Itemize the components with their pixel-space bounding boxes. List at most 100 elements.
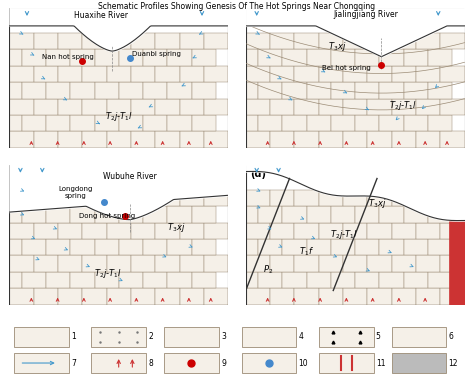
Bar bbox=[155, 288, 180, 305]
Bar bbox=[143, 206, 167, 223]
Bar bbox=[319, 353, 374, 373]
Text: (c): (c) bbox=[14, 169, 28, 179]
Bar bbox=[428, 206, 452, 223]
Bar bbox=[155, 223, 180, 239]
Bar bbox=[404, 239, 428, 255]
Bar bbox=[131, 33, 155, 49]
Bar bbox=[246, 223, 270, 239]
Bar bbox=[204, 33, 228, 49]
Bar bbox=[367, 66, 392, 82]
Bar bbox=[258, 115, 282, 131]
Bar bbox=[94, 82, 119, 99]
Bar bbox=[107, 288, 131, 305]
Bar bbox=[234, 239, 258, 255]
Bar bbox=[82, 99, 107, 115]
Bar bbox=[319, 327, 374, 346]
Bar bbox=[34, 33, 58, 49]
Text: Huaxihe River: Huaxihe River bbox=[74, 11, 128, 20]
Bar bbox=[107, 66, 131, 82]
Bar bbox=[355, 49, 380, 66]
Bar bbox=[155, 66, 180, 82]
Bar bbox=[9, 99, 34, 115]
Bar bbox=[58, 66, 82, 82]
Text: $T_2j$-$T_1l$: $T_2j$-$T_1l$ bbox=[105, 110, 133, 124]
Bar bbox=[46, 82, 70, 99]
Text: Nan hot spring: Nan hot spring bbox=[42, 54, 94, 60]
Bar bbox=[428, 239, 452, 255]
Bar bbox=[204, 190, 228, 206]
Bar bbox=[331, 115, 355, 131]
Bar bbox=[70, 115, 94, 131]
Text: Longdong
spring: Longdong spring bbox=[58, 186, 92, 199]
Bar bbox=[180, 255, 204, 272]
Bar bbox=[34, 131, 58, 148]
Bar bbox=[46, 49, 70, 66]
Bar bbox=[294, 255, 319, 272]
Bar bbox=[82, 223, 107, 239]
Text: 5: 5 bbox=[376, 332, 381, 341]
Bar bbox=[294, 33, 319, 49]
Bar bbox=[270, 223, 294, 239]
Bar bbox=[58, 255, 82, 272]
Bar bbox=[82, 190, 107, 206]
Bar bbox=[428, 272, 452, 288]
Text: $T_3$xj: $T_3$xj bbox=[328, 40, 347, 54]
Text: 2: 2 bbox=[148, 332, 153, 341]
Bar bbox=[94, 272, 119, 288]
Bar bbox=[307, 206, 331, 223]
Bar bbox=[94, 49, 119, 66]
Bar bbox=[246, 190, 270, 206]
Bar bbox=[167, 206, 192, 223]
Bar bbox=[119, 49, 143, 66]
Bar bbox=[380, 239, 404, 255]
Bar bbox=[355, 82, 380, 99]
Text: (a): (a) bbox=[14, 12, 29, 22]
Bar bbox=[367, 288, 392, 305]
Bar bbox=[449, 186, 465, 305]
Bar bbox=[246, 288, 270, 305]
Bar bbox=[70, 272, 94, 288]
Bar bbox=[167, 115, 192, 131]
Bar bbox=[307, 82, 331, 99]
Bar bbox=[34, 255, 58, 272]
Text: 9: 9 bbox=[221, 358, 226, 368]
Bar bbox=[270, 66, 294, 82]
Bar bbox=[392, 33, 416, 49]
Bar bbox=[107, 223, 131, 239]
Bar bbox=[167, 239, 192, 255]
Bar bbox=[22, 206, 46, 223]
Bar bbox=[355, 115, 380, 131]
Bar bbox=[167, 49, 192, 66]
Bar bbox=[380, 272, 404, 288]
Bar bbox=[234, 115, 258, 131]
Bar bbox=[392, 288, 416, 305]
Bar bbox=[46, 206, 70, 223]
Bar bbox=[204, 223, 228, 239]
Bar bbox=[416, 33, 440, 49]
Bar bbox=[155, 99, 180, 115]
Text: $T_2j$-$T_1l$: $T_2j$-$T_1l$ bbox=[330, 228, 358, 241]
Text: Schematic Profiles Showing Genesis Of The Hot Springs Near Chongqing: Schematic Profiles Showing Genesis Of Th… bbox=[99, 2, 375, 11]
Bar bbox=[270, 33, 294, 49]
Bar bbox=[367, 131, 392, 148]
Bar bbox=[9, 33, 34, 49]
Bar bbox=[294, 66, 319, 82]
Text: NNE: NNE bbox=[211, 12, 226, 18]
Bar bbox=[0, 272, 22, 288]
Bar bbox=[319, 33, 343, 49]
Bar bbox=[428, 115, 452, 131]
Text: 3: 3 bbox=[221, 332, 226, 341]
Bar bbox=[107, 33, 131, 49]
Bar bbox=[392, 255, 416, 272]
Text: Bei hot spring: Bei hot spring bbox=[322, 65, 371, 71]
Bar bbox=[270, 99, 294, 115]
Bar bbox=[234, 49, 258, 66]
Bar bbox=[119, 239, 143, 255]
Bar bbox=[416, 255, 440, 272]
Bar bbox=[258, 206, 282, 223]
Bar bbox=[234, 272, 258, 288]
Bar bbox=[331, 206, 355, 223]
Bar bbox=[180, 66, 204, 82]
Bar bbox=[242, 327, 296, 346]
Bar bbox=[22, 82, 46, 99]
